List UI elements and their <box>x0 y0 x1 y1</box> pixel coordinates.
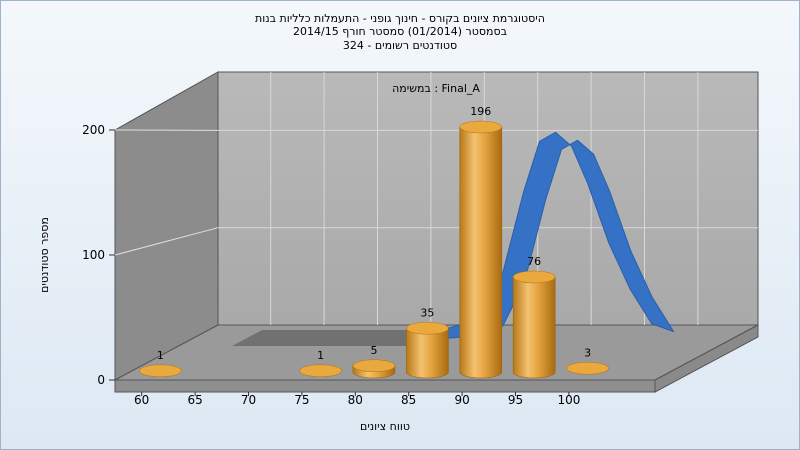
x-tick-label: 60 <box>134 393 149 407</box>
bar-value-label: 1 <box>157 349 164 362</box>
histogram-bar <box>352 359 396 379</box>
bar-top <box>566 361 609 375</box>
x-tick-label: 70 <box>241 393 256 407</box>
bar-top <box>459 120 503 134</box>
bar-top <box>299 364 342 378</box>
bar-value-label: 196 <box>470 105 491 118</box>
bar-top <box>406 321 449 335</box>
histogram-bar <box>512 270 556 379</box>
floor-shadow <box>232 330 445 346</box>
chart-title-line-3: סטודנטים רשומים - 324 <box>342 39 458 52</box>
bar-top <box>512 270 556 284</box>
y-axis-title: מספר סטודנטים <box>38 217 51 293</box>
x-tick-label: 80 <box>348 393 363 407</box>
chart-title-line-2: בסמסטר (01/2014) סמסטר חורף 2014/15 <box>293 25 507 38</box>
x-tick-label: 75 <box>294 393 309 407</box>
y-tick-label: 200 <box>82 123 105 137</box>
bar-body <box>406 327 449 379</box>
bar-top <box>139 364 182 378</box>
y-tick-label: 0 <box>97 373 105 387</box>
bar-value-label: 35 <box>420 306 434 319</box>
grid-line-left-wall <box>114 227 219 256</box>
bar-value-label: 76 <box>527 255 541 268</box>
histogram-bar <box>139 364 182 378</box>
task-annotation: במשימה : Final_A <box>392 82 480 95</box>
x-tick-label: 65 <box>187 393 202 407</box>
histogram-bar <box>459 120 503 379</box>
bar-value-label: 5 <box>370 344 377 357</box>
x-axis-title: טווח ציונים <box>360 420 410 433</box>
histogram-bar <box>406 321 449 379</box>
y-tick-label: 100 <box>82 248 105 262</box>
x-tick-label: 95 <box>508 393 523 407</box>
bar-top <box>352 359 396 373</box>
histogram-bar <box>299 364 342 378</box>
x-tick-label: 100 <box>557 393 580 407</box>
bar-body <box>459 126 503 379</box>
chart-title-line-1: היסטוגרמת ציונים בקורס - חינוך גופני - ה… <box>255 12 545 25</box>
histogram-bar <box>566 361 609 375</box>
bar-value-label: 3 <box>584 346 591 359</box>
bar-value-label: 1 <box>317 349 324 362</box>
x-tick-label: 85 <box>401 393 416 407</box>
floor-edge-front <box>114 379 656 393</box>
x-tick-label: 90 <box>454 393 469 407</box>
bar-body <box>512 276 556 379</box>
